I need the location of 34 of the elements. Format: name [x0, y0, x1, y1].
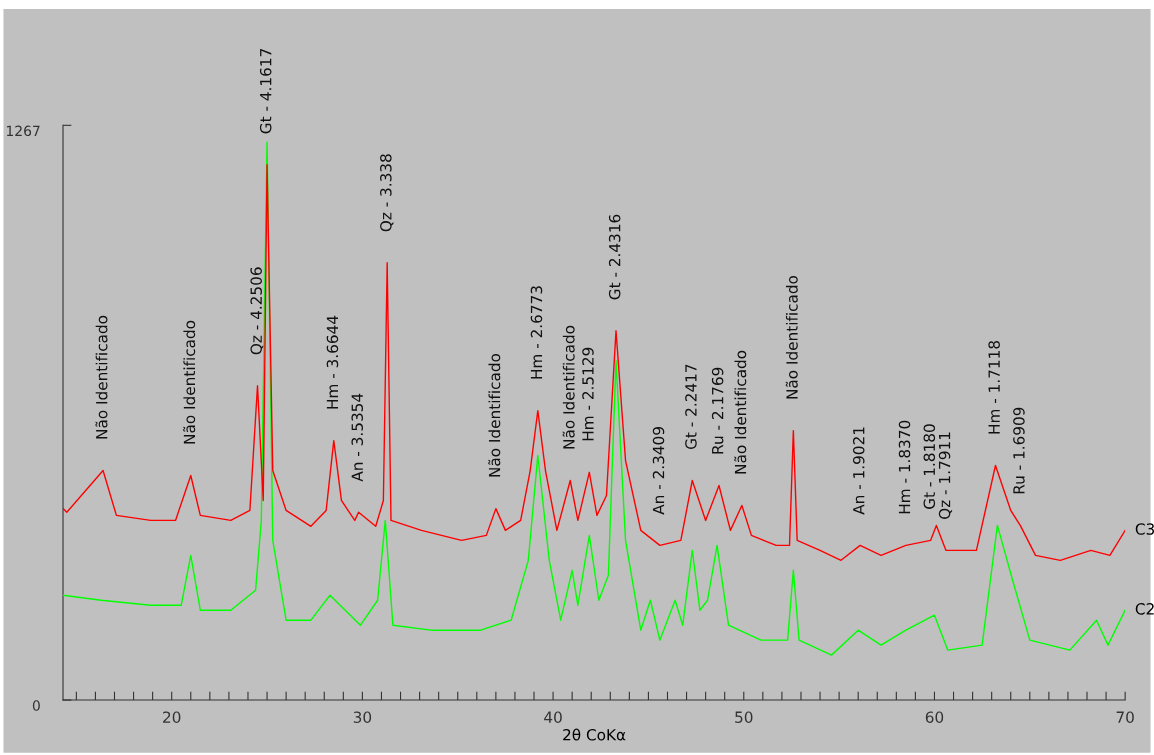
- annotation: Hm - 2.6773: [530, 286, 543, 379]
- annotation: An - 3.5354: [351, 393, 364, 482]
- annotation: Gt - 4.1617: [259, 49, 272, 134]
- x-tick-label: 40: [544, 711, 562, 723]
- x-axis-title: 2θ CoKα: [563, 728, 626, 741]
- annotation: Hm - 1.7118: [988, 340, 1000, 434]
- x-tick-label: 50: [735, 711, 753, 723]
- annotation: Não Identificado: [734, 350, 747, 474]
- annotation: Não Identificado: [785, 275, 798, 399]
- y-tick-label: 0: [32, 700, 40, 711]
- x-tick-label: 20: [163, 711, 181, 723]
- x-tick-label: 60: [925, 711, 944, 723]
- annotation: Gt - 2.2417: [685, 364, 697, 450]
- annotation: Qz - 1.7911: [938, 432, 953, 519]
- annotation: An - 1.9021: [852, 427, 865, 515]
- annotation: Gt - 2.4316: [608, 214, 621, 300]
- series-label: C2: [1135, 603, 1154, 615]
- annotation: Ru - 2.1769: [711, 367, 724, 454]
- annotation: Hm - 3.6644: [326, 315, 339, 409]
- annotation: Hm - 2.5129: [582, 347, 594, 441]
- annotation: Não Identificado: [488, 353, 501, 477]
- annotation: Hm - 1.8370: [898, 420, 911, 514]
- annotation: Qz - 4.2506: [250, 267, 264, 355]
- y-tick-label: 1267: [6, 125, 40, 137]
- annotation: Não Identificado: [562, 325, 575, 449]
- annotation: Qz - 3.338: [380, 154, 394, 232]
- annotation: Não Identificado: [183, 320, 196, 444]
- series-label: C3: [1135, 523, 1154, 535]
- annotation: Ru - 1.6909: [1013, 407, 1025, 494]
- annotation: An - 2.3409: [652, 427, 665, 515]
- annotation: Não Identificado: [95, 315, 108, 439]
- annotation: Gt - 1.8180: [923, 424, 936, 509]
- x-tick-label: 30: [353, 711, 372, 723]
- x-tick-label: 70: [1116, 711, 1134, 723]
